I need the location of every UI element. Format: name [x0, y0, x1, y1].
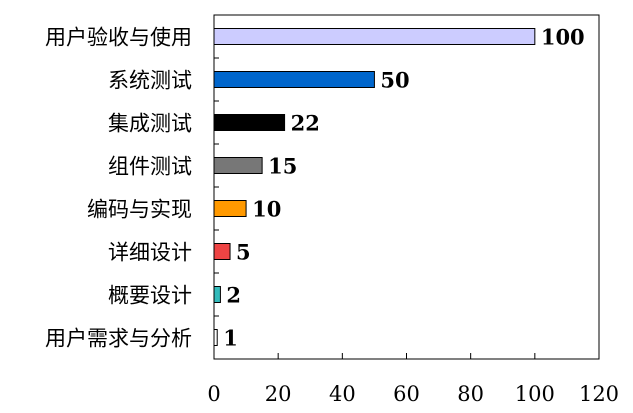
bar	[213, 71, 375, 88]
value-label: 10	[252, 197, 281, 222]
category-label: 用户需求与分析	[45, 327, 192, 351]
x-tick-label: 80	[457, 382, 484, 406]
category-label: 系统测试	[108, 69, 192, 93]
value-label: 15	[268, 154, 297, 179]
x-tick-label: 0	[207, 382, 220, 406]
category-label: 概要设计	[108, 284, 192, 308]
bar	[213, 286, 221, 303]
bar	[213, 200, 247, 217]
x-tick-label: 120	[579, 382, 619, 406]
value-label: 100	[541, 25, 585, 50]
category-label: 用户验收与使用	[45, 26, 192, 50]
bar	[213, 114, 286, 131]
x-tick-label: 20	[265, 382, 292, 406]
x-tick-label: 100	[515, 382, 555, 406]
category-label: 组件测试	[108, 155, 192, 179]
bar	[213, 28, 536, 45]
value-label: 50	[380, 68, 409, 93]
x-tick-label: 40	[329, 382, 356, 406]
value-label: 5	[236, 240, 251, 265]
category-label: 详细设计	[108, 241, 192, 265]
x-tick-label: 60	[393, 382, 420, 406]
value-label: 1	[223, 326, 238, 351]
category-label: 编码与实现	[87, 198, 192, 222]
plot-area: 0 20 40 60 80 100 120 用户需求与分析 1 概要设计 2 详细设计 5 编码与实现 10…	[45, 14, 619, 406]
category-label: 集成测试	[108, 112, 192, 136]
bar	[213, 329, 218, 346]
bar	[213, 157, 263, 174]
value-label: 22	[291, 111, 320, 136]
bar	[213, 243, 231, 260]
value-label: 2	[226, 283, 241, 308]
